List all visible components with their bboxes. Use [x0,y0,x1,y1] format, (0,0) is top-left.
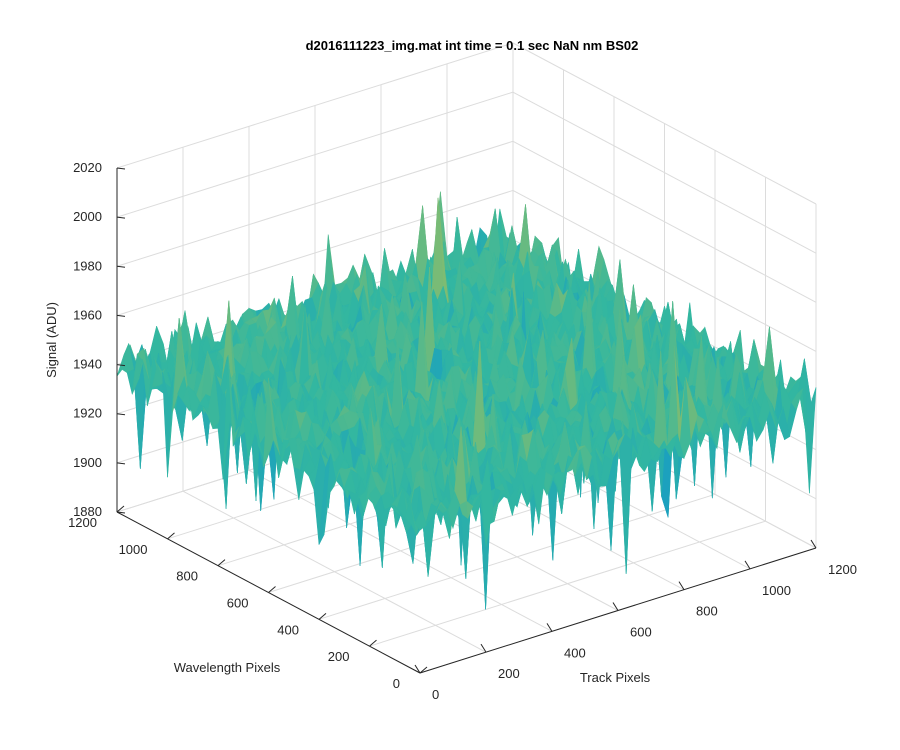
x-tick-label: 1000 [762,583,791,598]
y-tick-label: 0 [393,676,400,691]
y-tick-label: 1000 [119,542,148,557]
y-tick-label: 800 [176,569,198,584]
x-tick [480,643,487,653]
y-tick [419,666,428,674]
z-tick [116,413,126,416]
z-tick [116,265,126,268]
x-tick-label: 1200 [828,562,857,577]
z-tick [116,167,126,170]
x-tick [612,602,619,611]
y-tick [369,639,377,647]
z-tick [116,462,126,465]
x-tick [414,664,421,674]
y-tick-label: 200 [328,649,350,664]
z-tick-label: 1940 [73,357,102,372]
x-tick [810,539,817,549]
y-tick-label: 400 [277,622,299,637]
y-tick [318,612,327,620]
z-tick [116,314,126,317]
y-tick-label: 600 [227,596,249,611]
x-tick [546,623,553,632]
z-tick-label: 2000 [73,209,102,224]
z-tick-label: 2020 [73,160,102,175]
tick-labels: 1880190019201940196019802000202002004006… [68,160,857,702]
z-axis-label: Signal (ADU) [44,302,59,378]
z-tick-label: 1920 [73,406,102,421]
x-tick [744,560,751,570]
x-tick-label: 200 [498,666,520,681]
z-tick [116,511,126,514]
x-tick-label: 0 [432,687,439,702]
axes [116,167,817,674]
x-tick-label: 800 [696,604,718,619]
y-axis-label: Wavelength Pixels [174,660,281,675]
x-tick-label: 400 [564,645,586,660]
y-tick [167,532,175,540]
y-tick-label: 1200 [68,515,97,530]
x-tick-label: 600 [630,625,652,640]
z-tick [116,364,126,367]
x-tick [678,581,685,590]
surface-cell [414,509,427,531]
grid-line-y-floor [318,493,716,620]
chart-title: d2016111223_img.mat int time = 0.1 sec N… [306,38,639,53]
z-tick-label: 1960 [73,307,102,322]
grid-line-y-floor [369,520,766,647]
y-tick [116,505,125,513]
y-tick [268,586,276,593]
surface-mesh [116,191,817,610]
y-tick [217,559,226,567]
z-tick [116,216,126,219]
z-tick-label: 1880 [73,504,102,519]
z-tick-label: 1900 [73,455,102,470]
x-axis-label: Track Pixels [580,670,651,685]
z-tick-label: 1980 [73,258,102,273]
